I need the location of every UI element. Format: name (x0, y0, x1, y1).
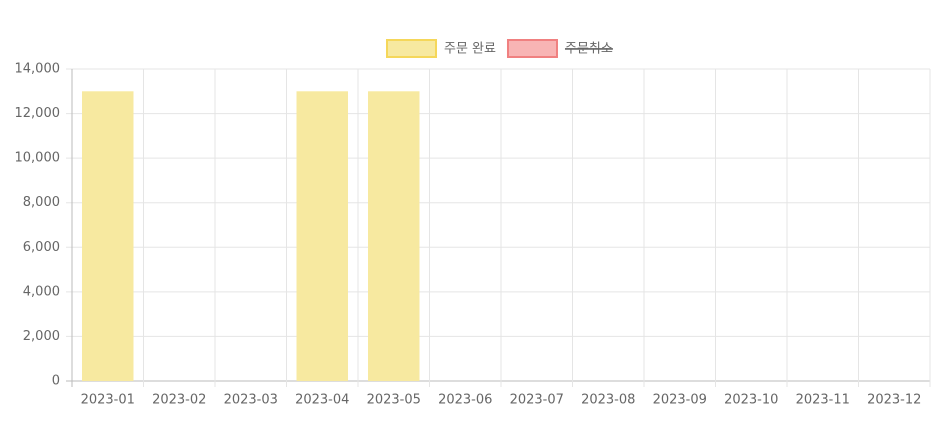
x-tick-label: 2023-11 (796, 393, 850, 408)
x-tick-label: 2023-04 (295, 393, 349, 408)
x-tick-label: 2023-12 (867, 393, 921, 408)
y-tick-label: 0 (52, 374, 60, 389)
x-tick-label: 2023-05 (367, 393, 421, 408)
y-tick-label: 8,000 (23, 195, 60, 210)
x-tick-label: 2023-01 (81, 393, 135, 408)
x-tick-label: 2023-06 (438, 393, 492, 408)
y-tick-label: 4,000 (23, 284, 60, 299)
x-tick-label: 2023-10 (724, 393, 778, 408)
x-tick-label: 2023-09 (653, 393, 707, 408)
legend-swatch[interactable] (506, 39, 558, 58)
y-tick-label: 12,000 (15, 106, 61, 121)
x-tick-label: 2023-03 (224, 393, 278, 408)
x-tick-label: 2023-02 (152, 393, 206, 408)
bar (296, 91, 348, 382)
y-tick-label: 6,000 (23, 240, 60, 255)
legend-swatch[interactable] (386, 39, 437, 58)
x-tick-label: 2023-08 (581, 393, 635, 408)
x-tick-label: 2023-07 (510, 393, 564, 408)
y-tick-label: 14,000 (15, 62, 61, 77)
bar (82, 91, 134, 382)
y-tick-label: 10,000 (15, 151, 61, 166)
legend-label[interactable]: 주문 완료 (444, 42, 496, 57)
bar (368, 91, 420, 382)
y-tick-label: 2,000 (23, 329, 60, 344)
